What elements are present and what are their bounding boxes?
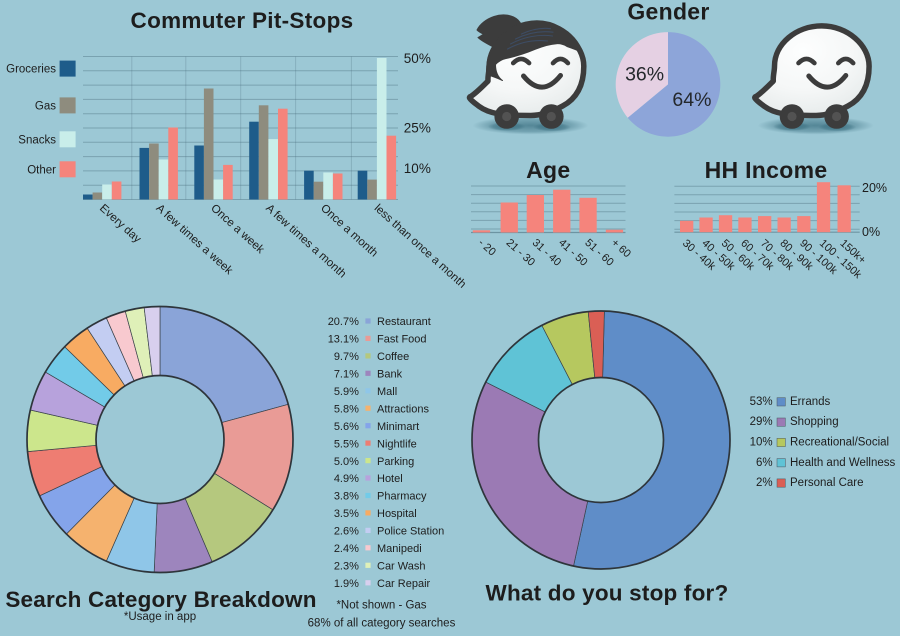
svg-text:64%: 64% <box>672 89 711 111</box>
svg-text:Personal Care: Personal Care <box>790 477 864 489</box>
svg-text:3.8%: 3.8% <box>334 491 359 503</box>
svg-text:68% of all category searches: 68% of all category searches <box>308 618 456 630</box>
svg-text:Shopping: Shopping <box>790 416 839 428</box>
svg-text:Search Category Breakdown: Search Category Breakdown <box>5 587 316 612</box>
svg-text:9.7%: 9.7% <box>334 351 359 363</box>
svg-text:Gas: Gas <box>35 100 56 112</box>
svg-text:Gender: Gender <box>627 0 709 25</box>
svg-text:2.3%: 2.3% <box>334 561 359 573</box>
svg-text:Groceries: Groceries <box>6 64 56 76</box>
svg-text:2.4%: 2.4% <box>334 543 359 555</box>
svg-text:Age: Age <box>526 157 570 183</box>
svg-text:Car Wash: Car Wash <box>377 561 426 573</box>
svg-text:36%: 36% <box>625 64 664 86</box>
svg-text:Restaurant: Restaurant <box>377 316 431 328</box>
svg-text:5.5%: 5.5% <box>334 438 359 450</box>
svg-text:*Usage in app: *Usage in app <box>124 611 196 623</box>
svg-text:Car Repair: Car Repair <box>377 578 431 590</box>
svg-text:What do you stop for?: What do you stop for? <box>486 581 729 606</box>
svg-text:3.5%: 3.5% <box>334 508 359 520</box>
svg-text:Health and Wellness: Health and Wellness <box>790 457 896 469</box>
svg-text:Coffee: Coffee <box>377 351 409 363</box>
svg-text:50%: 50% <box>404 51 431 66</box>
svg-text:0%: 0% <box>862 225 880 239</box>
svg-text:Snacks: Snacks <box>18 134 56 146</box>
svg-text:HH Income: HH Income <box>705 157 828 183</box>
svg-text:Mall: Mall <box>377 386 397 398</box>
svg-text:1.9%: 1.9% <box>334 578 359 590</box>
svg-text:10%: 10% <box>750 437 773 449</box>
svg-text:5.8%: 5.8% <box>334 403 359 415</box>
svg-text:Other: Other <box>27 164 56 176</box>
svg-text:Attractions: Attractions <box>377 403 429 415</box>
svg-text:5.9%: 5.9% <box>334 386 359 398</box>
svg-text:5.6%: 5.6% <box>334 421 359 433</box>
svg-text:10%: 10% <box>404 161 431 176</box>
svg-text:Minimart: Minimart <box>377 421 419 433</box>
svg-text:Commuter Pit-Stops: Commuter Pit-Stops <box>131 8 354 33</box>
svg-text:53%: 53% <box>750 396 773 408</box>
svg-text:Nightlife: Nightlife <box>377 438 417 450</box>
svg-text:25%: 25% <box>404 121 431 136</box>
svg-text:6%: 6% <box>756 457 773 469</box>
svg-text:2.6%: 2.6% <box>334 526 359 538</box>
svg-text:13.1%: 13.1% <box>328 334 359 346</box>
svg-text:Errands: Errands <box>790 396 831 408</box>
svg-text:Police Station: Police Station <box>377 526 444 538</box>
svg-text:2%: 2% <box>756 477 773 489</box>
svg-text:Hospital: Hospital <box>377 508 417 520</box>
svg-text:Parking: Parking <box>377 456 414 468</box>
svg-text:29%: 29% <box>750 416 773 428</box>
svg-text:7.1%: 7.1% <box>334 369 359 381</box>
svg-text:Recreational/Social: Recreational/Social <box>790 437 889 449</box>
svg-text:20.7%: 20.7% <box>328 316 359 328</box>
svg-text:5.0%: 5.0% <box>334 456 359 468</box>
svg-text:Fast Food: Fast Food <box>377 334 427 346</box>
svg-text:20%: 20% <box>862 181 887 195</box>
svg-text:Manipedi: Manipedi <box>377 543 422 555</box>
svg-text:Hotel: Hotel <box>377 473 403 485</box>
svg-text:Bank: Bank <box>377 369 403 381</box>
svg-text:4.9%: 4.9% <box>334 473 359 485</box>
svg-text:Pharmacy: Pharmacy <box>377 491 427 503</box>
svg-text:*Not shown - Gas: *Not shown - Gas <box>336 600 426 612</box>
